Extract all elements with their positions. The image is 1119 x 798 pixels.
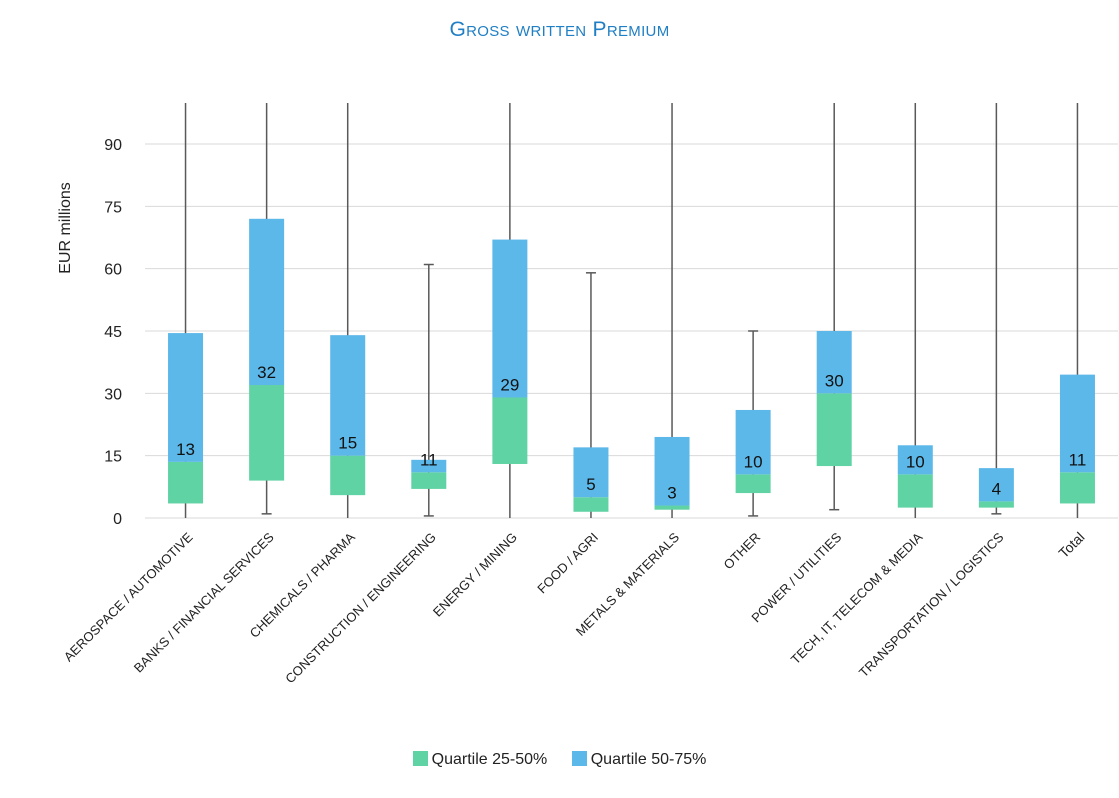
x-category-label: Total bbox=[1055, 529, 1087, 561]
y-axis-label: EUR millions bbox=[57, 182, 74, 274]
bar-quartile-25-50 bbox=[573, 497, 609, 512]
bar-quartile-25-50 bbox=[816, 393, 852, 467]
y-tick-label: 75 bbox=[104, 199, 122, 216]
x-category-label: TRANSPORTATION / LOGISTICS bbox=[856, 529, 1007, 680]
x-category-label: CONSTRUCTION / ENGINEERING bbox=[282, 530, 439, 687]
chart-title: Gross written Premium bbox=[449, 18, 670, 41]
legend-swatch-green bbox=[412, 751, 428, 766]
bar-quartile-50-75 bbox=[1059, 374, 1095, 473]
bar-quartile-25-50 bbox=[654, 505, 690, 510]
legend: Quartile 25-50% Quartile 50-75% bbox=[0, 751, 1119, 769]
median-data-label: 10 bbox=[906, 452, 925, 471]
median-data-label: 30 bbox=[825, 371, 844, 390]
bar-quartile-25-50 bbox=[330, 455, 366, 496]
legend-item-quartile-25-50: Quartile 25-50% bbox=[412, 751, 548, 769]
y-tick-label: 30 bbox=[104, 386, 122, 403]
median-data-label: 13 bbox=[176, 440, 195, 459]
grid-lines bbox=[145, 143, 1118, 519]
y-tick-label: 0 bbox=[113, 511, 122, 528]
bar-quartile-25-50 bbox=[1059, 472, 1095, 504]
y-tick-label: 90 bbox=[104, 137, 122, 154]
legend-item-quartile-50-75: Quartile 50-75% bbox=[571, 751, 707, 769]
median-data-label: 11 bbox=[420, 450, 438, 469]
median-data-label: 15 bbox=[338, 434, 357, 453]
x-category-label: POWER / UTILITIES bbox=[748, 529, 844, 625]
y-tick-label: 60 bbox=[104, 262, 122, 279]
median-data-label: 4 bbox=[992, 479, 1001, 498]
legend-label: Quartile 25-50% bbox=[431, 751, 548, 768]
bar-quartile-50-75 bbox=[492, 239, 528, 398]
bar-quartile-25-50 bbox=[249, 385, 285, 481]
bar-quartile-50-75 bbox=[411, 459, 447, 473]
median-data-label: 5 bbox=[586, 475, 595, 494]
bar-quartile-25-50 bbox=[978, 501, 1014, 508]
x-category-label: FOOD / AGRI bbox=[534, 530, 601, 597]
bar-quartile-50-75 bbox=[897, 445, 933, 475]
x-category-label: TECH, IT, TELECOM & MEDIA bbox=[788, 529, 926, 667]
median-data-label: 32 bbox=[257, 363, 276, 382]
bar-quartile-25-50 bbox=[735, 474, 771, 494]
median-labels: 13 32 15 11 29 5 3 10 30 10 4 11 bbox=[176, 363, 1086, 503]
y-axis-ticks: 0 15 30 45 60 75 90 bbox=[104, 137, 122, 528]
x-category-label: BANKS / FINANCIAL SERVICES bbox=[131, 529, 277, 675]
median-data-label: 10 bbox=[744, 452, 763, 471]
bar-quartile-50-75 bbox=[654, 436, 690, 506]
legend-swatch-blue bbox=[571, 751, 587, 766]
median-data-label: 29 bbox=[500, 375, 519, 394]
bar-quartile-25-50 bbox=[168, 461, 204, 504]
bar-quartile-50-75 bbox=[978, 468, 1014, 502]
bar-quartile-50-75 bbox=[735, 409, 771, 475]
x-category-label: AEROSPACE / AUTOMOTIVE bbox=[61, 529, 196, 664]
bar-quartile-25-50 bbox=[411, 472, 447, 489]
x-category-label: OTHER bbox=[720, 530, 763, 573]
median-data-label: 11 bbox=[1069, 450, 1087, 469]
y-tick-label: 15 bbox=[104, 449, 122, 466]
bar-quartile-50-75 bbox=[168, 333, 204, 462]
bar-quartile-25-50 bbox=[897, 474, 933, 508]
bar-quartile-50-75 bbox=[249, 218, 285, 386]
bar-quartile-50-75 bbox=[330, 335, 366, 456]
bars bbox=[168, 218, 1095, 512]
bar-quartile-50-75 bbox=[573, 447, 609, 498]
median-data-label: 3 bbox=[667, 484, 676, 503]
x-category-label: ENERGY / MINING bbox=[430, 530, 520, 620]
y-tick-label: 45 bbox=[104, 324, 122, 341]
bar-quartile-50-75 bbox=[816, 330, 852, 394]
legend-label: Quartile 50-75% bbox=[590, 751, 707, 768]
bar-quartile-25-50 bbox=[492, 397, 528, 464]
